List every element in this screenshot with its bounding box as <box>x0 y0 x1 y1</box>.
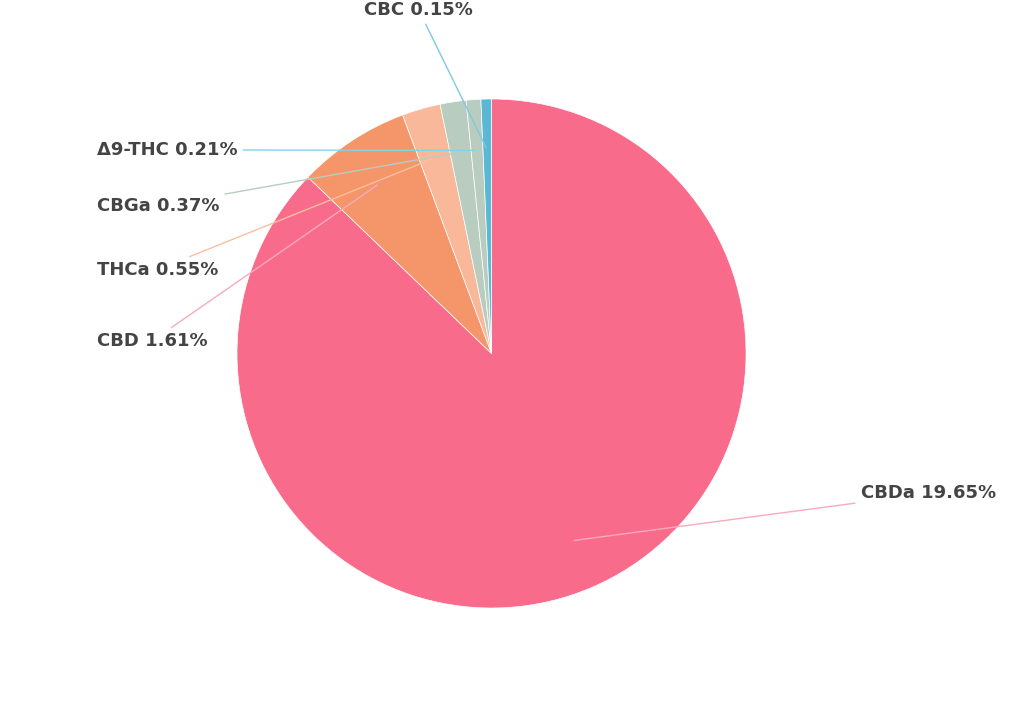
Text: CBD 1.61%: CBD 1.61% <box>97 185 378 350</box>
Wedge shape <box>308 115 492 354</box>
Wedge shape <box>440 100 492 354</box>
Text: Δ9-THC 0.21%: Δ9-THC 0.21% <box>97 141 474 159</box>
Text: CBGa 0.37%: CBGa 0.37% <box>97 153 458 215</box>
Wedge shape <box>402 104 492 354</box>
Wedge shape <box>466 99 492 354</box>
Wedge shape <box>481 99 492 354</box>
Text: CBC 0.15%: CBC 0.15% <box>365 1 486 148</box>
Text: CBDa 19.65%: CBDa 19.65% <box>574 484 995 540</box>
Text: THCa 0.55%: THCa 0.55% <box>97 159 433 279</box>
Wedge shape <box>237 99 746 608</box>
